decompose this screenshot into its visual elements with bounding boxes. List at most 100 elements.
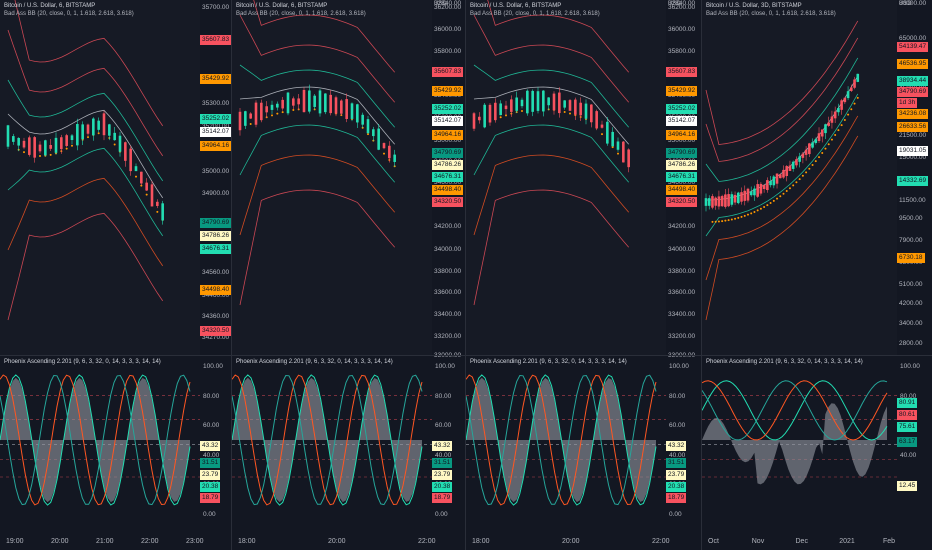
price-tag: 35607.83 [200, 35, 232, 45]
basis-dot [734, 217, 737, 220]
candle-body [118, 135, 122, 152]
price-tick-label: 33400.00 [434, 311, 462, 318]
candle-body [49, 145, 52, 149]
price-tag: 34964.16 [200, 141, 232, 151]
oscillator-line [466, 374, 657, 506]
candle-body [12, 136, 15, 142]
candle-body [730, 194, 734, 205]
candle-body [843, 97, 847, 103]
candle-body [6, 125, 10, 147]
candle-body [515, 97, 518, 111]
oscillator-pane[interactable] [0, 356, 200, 534]
oscillator-line [702, 380, 888, 441]
oscillator-tick-label: 80.00 [669, 392, 686, 400]
price-tick-label: 33200.00 [434, 333, 462, 340]
candle-body [536, 91, 540, 111]
price-tick-label: 34200.00 [668, 223, 696, 230]
candle-body [44, 140, 47, 156]
candle-body [494, 102, 497, 121]
candle-body [733, 194, 737, 203]
candle-body [270, 104, 274, 110]
oscillator-tag: 12.45 [897, 481, 918, 491]
candle-body [606, 121, 609, 144]
price-chart-pane[interactable] [466, 0, 666, 355]
candle-body [140, 171, 143, 184]
time-tick-label: 21:00 [96, 538, 114, 545]
oscillator-line [232, 374, 423, 506]
basis-dot [140, 184, 143, 187]
basis-dot [39, 154, 41, 157]
candle-body [817, 133, 821, 142]
price-tag: 14332.69 [897, 176, 929, 186]
time-tick-label: 20:00 [328, 538, 346, 545]
basis-dot [249, 123, 252, 126]
price-tag: 35252.02 [200, 114, 232, 124]
time-tick-label: 20:00 [51, 538, 69, 545]
price-chart-pane[interactable] [702, 0, 897, 355]
candle-body [334, 97, 338, 114]
time-tick-label: 18:00 [238, 538, 256, 545]
oscillator-line [232, 374, 423, 506]
oscillator-pane[interactable] [232, 356, 432, 534]
candle-body [547, 97, 550, 106]
price-tag: 35142.07 [432, 116, 464, 126]
price-tick-label: 35800.00 [434, 48, 462, 55]
candle-body [150, 184, 154, 207]
oscillator-tag: 18.79 [432, 493, 453, 503]
pane-separator [232, 355, 466, 356]
candle-body [824, 124, 827, 134]
price-tag: 46536.95 [897, 59, 929, 69]
oscillator-tick-label: 40.00 [435, 451, 452, 459]
oscillator-tick-label: 80.00 [435, 392, 452, 400]
candle-body [318, 90, 322, 114]
candle-body [22, 140, 26, 148]
basis-dot [788, 187, 791, 190]
oscillator-tick-label: 40.00 [203, 451, 220, 459]
basis-dot [505, 114, 507, 117]
candle-body [478, 116, 481, 121]
price-chart-pane[interactable] [0, 0, 200, 355]
candle-body [542, 90, 545, 112]
price-tick-label: 36200.00 [434, 4, 462, 11]
oscillator-tag: 75.61 [897, 422, 918, 432]
candle-body [70, 135, 74, 141]
basis-dot [367, 133, 369, 136]
oscillator-tag: 31.51 [200, 458, 221, 468]
price-tag: 34320.50 [432, 197, 464, 207]
basis-dot [798, 178, 801, 181]
price-tick-label: 34270.00 [202, 334, 230, 341]
price-tick-label: 33400.00 [668, 311, 696, 318]
price-tag: 34964.16 [666, 130, 698, 140]
basis-dot [601, 133, 603, 136]
oscillator-pane[interactable] [466, 356, 666, 534]
price-tag: 34676.31 [666, 172, 698, 182]
candle-body [552, 93, 556, 111]
price-chart-pane[interactable] [232, 0, 432, 355]
time-tick-label: 23:00 [186, 538, 204, 545]
price-tick-label: 80000.00 [899, 0, 927, 7]
oscillator-pane[interactable] [702, 356, 897, 534]
time-tick-label: 19:00 [6, 538, 24, 545]
basis-dot [281, 111, 284, 114]
candle-body [720, 196, 724, 207]
candle-body [260, 102, 263, 121]
chart-title: Bitcoin / U.S. Dollar, 3D, BITSTAMP [706, 3, 802, 9]
candle-body [488, 104, 492, 123]
basis-dot [617, 152, 619, 155]
candle-body [808, 143, 811, 155]
candle-body [714, 197, 717, 206]
price-tick-label: 34000.00 [434, 246, 462, 253]
candle-body [743, 190, 747, 201]
candle-body [483, 104, 486, 128]
basis-dot [23, 151, 25, 154]
time-tick-label: 18:00 [472, 538, 490, 545]
indicator-label: Bad Ass BB (20, close, 0, 1, 1.618, 2.61… [706, 11, 836, 17]
price-tick-label: 35000.00 [434, 137, 462, 144]
bollinger-band-line [14, 0, 164, 127]
candle-body [329, 94, 332, 114]
oscillator-tick-label: 60.00 [203, 422, 220, 430]
candle-body [856, 73, 860, 82]
basis-dot [87, 136, 89, 139]
candle-body [324, 93, 327, 113]
